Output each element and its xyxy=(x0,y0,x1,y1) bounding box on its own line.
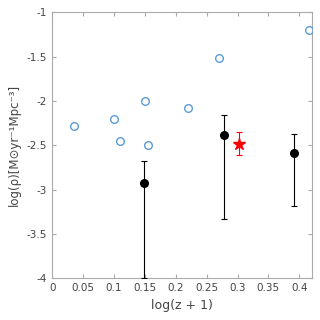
Y-axis label: log(ρ)[M⊙yr⁻¹Mpc⁻³]: log(ρ)[M⊙yr⁻¹Mpc⁻³] xyxy=(8,84,21,206)
X-axis label: log(z + 1): log(z + 1) xyxy=(151,299,213,312)
